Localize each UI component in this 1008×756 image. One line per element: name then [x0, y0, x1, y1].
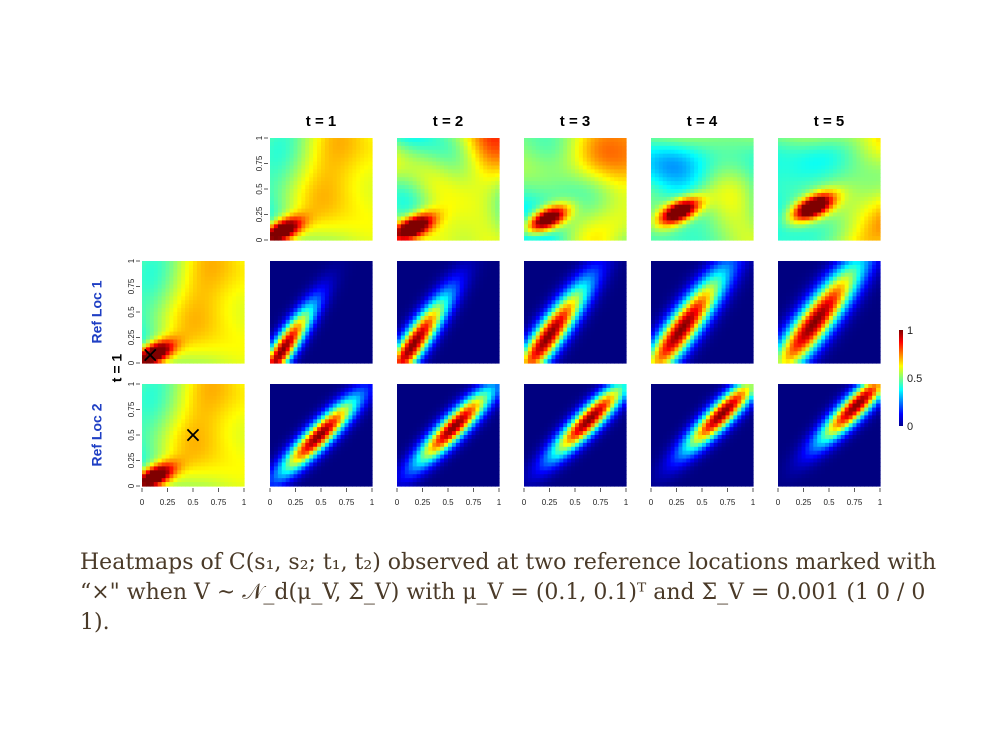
correlation-heatmap	[778, 384, 881, 487]
column-title: t = 2	[433, 113, 463, 130]
ref-xtick-label: 0.25	[160, 498, 176, 507]
ref-ytick-label: 0.25	[127, 452, 136, 468]
ref-xtick-label: 1	[242, 498, 247, 507]
figure-caption: Heatmaps of C(s₁, s₂; t₁, t₂) observed a…	[80, 548, 940, 638]
field-ytick-label: 0.5	[255, 183, 264, 195]
corr-xtick-label: 0.75	[339, 498, 355, 507]
ref-ytick-label: 0.75	[127, 278, 136, 294]
corr-xtick-label: 1	[370, 498, 375, 507]
reference-field-heatmap	[142, 261, 245, 364]
corr-xtick-label: 0.25	[415, 498, 431, 507]
corr-xtick-label: 0.75	[847, 498, 863, 507]
reference-field-heatmap	[142, 384, 245, 487]
caption-text: Heatmaps of C(s₁, s₂; t₁, t₂) observed a…	[80, 550, 937, 635]
column-title: t = 1	[306, 113, 336, 130]
correlation-heatmap	[397, 384, 500, 487]
field-heatmap	[524, 138, 627, 241]
column-title: t = 5	[814, 113, 844, 130]
field-heatmap	[397, 138, 500, 241]
colorbar-tick-label: 0	[907, 421, 913, 433]
correlation-heatmap	[651, 384, 754, 487]
correlation-heatmap	[651, 261, 754, 364]
correlation-heatmap	[270, 384, 373, 487]
reference-marker: ×	[184, 423, 202, 448]
reference-time-label: t = 1	[109, 354, 125, 383]
row-label: Ref Loc 2	[89, 403, 105, 466]
field-ytick-label: 0.75	[255, 155, 264, 171]
ref-xtick-label: 0	[140, 498, 145, 507]
ref-ytick-label: 1	[127, 381, 136, 386]
ref-xtick-label: 0.5	[187, 498, 199, 507]
ref-ytick-label: 0	[127, 483, 136, 488]
ref-ytick-label: 0.5	[127, 306, 136, 318]
corr-xtick-label: 0.75	[720, 498, 736, 507]
field-heatmap	[778, 138, 881, 241]
ref-ytick-label: 1	[127, 258, 136, 263]
field-ytick-label: 0.25	[255, 206, 264, 222]
corr-xtick-label: 0.25	[796, 498, 812, 507]
corr-xtick-label: 1	[497, 498, 502, 507]
field-ytick-label: 1	[255, 135, 264, 140]
row-label: Ref Loc 1	[89, 280, 105, 343]
column-title: t = 3	[560, 113, 590, 130]
colorbar-tick-label: 1	[907, 325, 913, 337]
ref-xtick-label: 0.75	[211, 498, 227, 507]
column-title: t = 4	[687, 113, 718, 130]
field-heatmap	[270, 138, 373, 241]
ref-ytick-label: 0.75	[127, 401, 136, 417]
correlation-heatmap	[524, 384, 627, 487]
corr-xtick-label: 0.25	[288, 498, 304, 507]
corr-xtick-label: 1	[751, 498, 756, 507]
corr-xtick-label: 0	[522, 498, 527, 507]
corr-xtick-label: 0.25	[542, 498, 558, 507]
corr-xtick-label: 0.75	[593, 498, 609, 507]
correlation-heatmap	[524, 261, 627, 364]
corr-xtick-label: 0.5	[569, 498, 581, 507]
corr-xtick-label: 0.75	[466, 498, 482, 507]
ref-ytick-label: 0.5	[127, 429, 136, 441]
corr-xtick-label: 0.25	[669, 498, 685, 507]
corr-xtick-label: 0	[395, 498, 400, 507]
field-heatmap	[651, 138, 754, 241]
corr-xtick-label: 0.5	[696, 498, 708, 507]
ref-ytick-label: 0.25	[127, 329, 136, 345]
correlation-heatmap	[397, 261, 500, 364]
correlation-heatmap	[778, 261, 881, 364]
colorbar-tick-label: 0.5	[907, 373, 922, 385]
corr-xtick-label: 0.5	[315, 498, 327, 507]
corr-xtick-label: 0.5	[442, 498, 454, 507]
reference-marker: ×	[141, 343, 159, 368]
field-ytick-label: 0	[255, 237, 264, 242]
corr-xtick-label: 0	[268, 498, 273, 507]
corr-xtick-label: 0.5	[823, 498, 835, 507]
correlation-heatmap	[270, 261, 373, 364]
ref-ytick-label: 0	[127, 360, 136, 365]
colorbar	[899, 330, 903, 426]
corr-xtick-label: 1	[624, 498, 629, 507]
heatmap-figure: t = 1 t = 2 t = 3 t = 4 t = 5 0 0.25 0.5 0.75 1 0 0…	[89, 113, 923, 507]
corr-xtick-label: 0	[776, 498, 781, 507]
corr-xtick-label: 1	[878, 498, 883, 507]
corr-xtick-label: 0	[649, 498, 654, 507]
